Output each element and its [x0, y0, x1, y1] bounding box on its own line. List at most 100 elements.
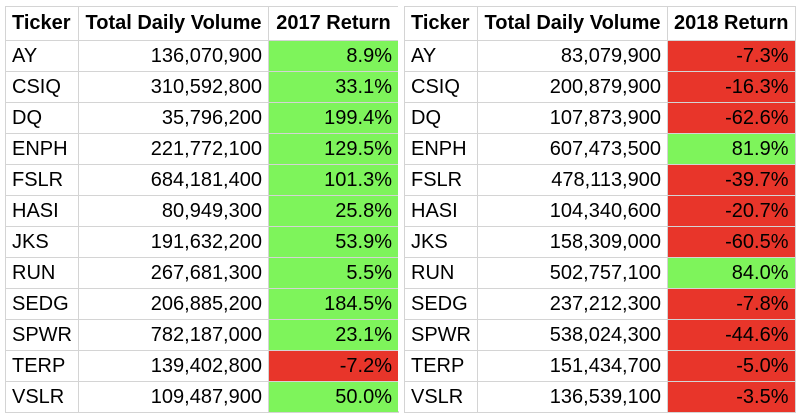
volume-cell[interactable]: 237,212,300: [477, 288, 668, 320]
volume-cell[interactable]: 310,592,800: [78, 71, 269, 103]
volume-cell[interactable]: 139,402,800: [78, 350, 269, 382]
return-cell[interactable]: 129.5%: [268, 133, 399, 165]
return-cell[interactable]: -20.7%: [667, 195, 796, 227]
return-cell[interactable]: -60.5%: [667, 226, 796, 258]
volume-cell[interactable]: 684,181,400: [78, 164, 269, 196]
ticker-cell[interactable]: TERP: [5, 350, 79, 382]
volume-cell[interactable]: 200,879,900: [477, 71, 668, 103]
table-row: RUN 502,757,100 84.0%: [404, 257, 796, 289]
table-row: SPWR 538,024,300 -44.6%: [404, 319, 796, 351]
table-row: TERP 151,434,700 -5.0%: [404, 350, 796, 382]
return-cell[interactable]: -7.2%: [268, 350, 399, 382]
table-row: DQ 107,873,900 -62.6%: [404, 102, 796, 134]
volume-cell[interactable]: 478,113,900: [477, 164, 668, 196]
return-cell[interactable]: 23.1%: [268, 319, 399, 351]
volume-cell[interactable]: 151,434,700: [477, 350, 668, 382]
ticker-cell[interactable]: SPWR: [5, 319, 79, 351]
header-total-daily-volume[interactable]: Total Daily Volume: [78, 6, 269, 41]
header-2018-return[interactable]: 2018 Return: [667, 6, 796, 41]
ticker-cell[interactable]: SPWR: [404, 319, 478, 351]
table-row: CSIQ 200,879,900 -16.3%: [404, 71, 796, 103]
volume-cell[interactable]: 136,070,900: [78, 40, 269, 72]
volume-cell[interactable]: 538,024,300: [477, 319, 668, 351]
volume-cell[interactable]: 221,772,100: [78, 133, 269, 165]
return-cell[interactable]: -7.3%: [667, 40, 796, 72]
table-row: HASI 104,340,600 -20.7%: [404, 195, 796, 227]
ticker-cell[interactable]: SEDG: [5, 288, 79, 320]
return-cell[interactable]: -7.8%: [667, 288, 796, 320]
ticker-cell[interactable]: VSLR: [5, 381, 79, 413]
table-row: AY 136,070,900 8.9%: [5, 40, 399, 72]
table-2018-returns: Ticker Total Daily Volume 2018 Return AY…: [404, 6, 796, 413]
table-row: HASI 80,949,300 25.8%: [5, 195, 399, 227]
volume-cell[interactable]: 109,487,900: [78, 381, 269, 413]
ticker-cell[interactable]: RUN: [5, 257, 79, 289]
table-row: TERP 139,402,800 -7.2%: [5, 350, 399, 382]
header-total-daily-volume[interactable]: Total Daily Volume: [477, 6, 668, 41]
ticker-cell[interactable]: HASI: [404, 195, 478, 227]
ticker-cell[interactable]: DQ: [5, 102, 79, 134]
volume-cell[interactable]: 206,885,200: [78, 288, 269, 320]
return-cell[interactable]: -16.3%: [667, 71, 796, 103]
ticker-cell[interactable]: FSLR: [5, 164, 79, 196]
table-row: DQ 35,796,200 199.4%: [5, 102, 399, 134]
volume-cell[interactable]: 104,340,600: [477, 195, 668, 227]
return-cell[interactable]: -39.7%: [667, 164, 796, 196]
ticker-cell[interactable]: FSLR: [404, 164, 478, 196]
ticker-cell[interactable]: SEDG: [404, 288, 478, 320]
return-cell[interactable]: -62.6%: [667, 102, 796, 134]
volume-cell[interactable]: 267,681,300: [78, 257, 269, 289]
return-cell[interactable]: 199.4%: [268, 102, 399, 134]
header-ticker[interactable]: Ticker: [5, 6, 79, 41]
return-cell[interactable]: 53.9%: [268, 226, 399, 258]
table-row: ENPH 607,473,500 81.9%: [404, 133, 796, 165]
return-cell[interactable]: 50.0%: [268, 381, 399, 413]
header-2017-return[interactable]: 2017 Return: [268, 6, 399, 41]
volume-cell[interactable]: 107,873,900: [477, 102, 668, 134]
ticker-cell[interactable]: JKS: [5, 226, 79, 258]
return-cell[interactable]: 84.0%: [667, 257, 796, 289]
volume-cell[interactable]: 782,187,000: [78, 319, 269, 351]
ticker-cell[interactable]: TERP: [404, 350, 478, 382]
ticker-cell[interactable]: AY: [404, 40, 478, 72]
table-row: AY 83,079,900 -7.3%: [404, 40, 796, 72]
table-row: JKS 158,309,000 -60.5%: [404, 226, 796, 258]
ticker-cell[interactable]: CSIQ: [404, 71, 478, 103]
ticker-cell[interactable]: ENPH: [5, 133, 79, 165]
volume-cell[interactable]: 502,757,100: [477, 257, 668, 289]
header-ticker[interactable]: Ticker: [404, 6, 478, 41]
header-row: Ticker Total Daily Volume 2017 Return: [5, 6, 399, 41]
ticker-cell[interactable]: JKS: [404, 226, 478, 258]
ticker-cell[interactable]: HASI: [5, 195, 79, 227]
return-cell[interactable]: 8.9%: [268, 40, 399, 72]
volume-cell[interactable]: 35,796,200: [78, 102, 269, 134]
return-cell[interactable]: -3.5%: [667, 381, 796, 413]
return-cell[interactable]: 5.5%: [268, 257, 399, 289]
volume-cell[interactable]: 80,949,300: [78, 195, 269, 227]
volume-cell[interactable]: 158,309,000: [477, 226, 668, 258]
return-cell[interactable]: 184.5%: [268, 288, 399, 320]
ticker-cell[interactable]: ENPH: [404, 133, 478, 165]
table-2017-returns: Ticker Total Daily Volume 2017 Return AY…: [5, 6, 399, 413]
volume-cell[interactable]: 83,079,900: [477, 40, 668, 72]
table-row: VSLR 136,539,100 -3.5%: [404, 381, 796, 413]
volume-cell[interactable]: 136,539,100: [477, 381, 668, 413]
table-row: RUN 267,681,300 5.5%: [5, 257, 399, 289]
table-row: ENPH 221,772,100 129.5%: [5, 133, 399, 165]
ticker-cell[interactable]: CSIQ: [5, 71, 79, 103]
return-cell[interactable]: -5.0%: [667, 350, 796, 382]
header-row: Ticker Total Daily Volume 2018 Return: [404, 6, 796, 41]
ticker-cell[interactable]: VSLR: [404, 381, 478, 413]
ticker-cell[interactable]: AY: [5, 40, 79, 72]
return-cell[interactable]: 101.3%: [268, 164, 399, 196]
volume-cell[interactable]: 607,473,500: [477, 133, 668, 165]
table-row: VSLR 109,487,900 50.0%: [5, 381, 399, 413]
return-cell[interactable]: 33.1%: [268, 71, 399, 103]
volume-cell[interactable]: 191,632,200: [78, 226, 269, 258]
ticker-cell[interactable]: DQ: [404, 102, 478, 134]
ticker-cell[interactable]: RUN: [404, 257, 478, 289]
return-cell[interactable]: -44.6%: [667, 319, 796, 351]
return-cell[interactable]: 81.9%: [667, 133, 796, 165]
return-cell[interactable]: 25.8%: [268, 195, 399, 227]
